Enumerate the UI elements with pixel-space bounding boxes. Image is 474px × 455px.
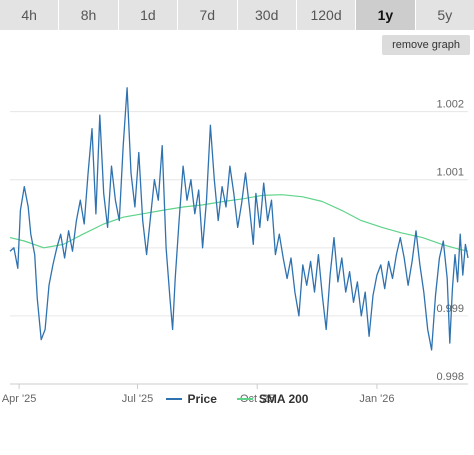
x-tick-label: Oct '25 (240, 393, 275, 405)
tab-4h[interactable]: 4h (0, 0, 60, 30)
x-tick-label: Jul '25 (122, 393, 153, 405)
tab-5y[interactable]: 5y (415, 0, 474, 30)
legend-item-price[interactable]: Price (165, 392, 217, 406)
legend-label-sma: SMA 200 (258, 392, 309, 406)
tab-30d[interactable]: 30d (237, 0, 297, 30)
y-axis-ticks: 0.998 0.999 1.001 1.002 (436, 99, 464, 383)
legend-item-sma[interactable]: SMA 200 (236, 392, 309, 406)
legend-swatch-sma (236, 398, 253, 400)
tab-7d[interactable]: 7d (178, 0, 238, 30)
tab-8h[interactable]: 8h (59, 0, 119, 30)
legend-label-price: Price (187, 392, 217, 406)
legend-swatch-price (165, 398, 182, 400)
x-axis-ticks: Apr '25 Jul '25 Oct '25 Jan '26 (2, 384, 394, 405)
y-tick-label: 1.001 (436, 167, 464, 179)
tab-1d[interactable]: 1d (118, 0, 179, 30)
y-tick-label: 0.999 (436, 303, 464, 315)
tab-1y[interactable]: 1y (356, 0, 416, 30)
remove-graph-button[interactable]: remove graph (382, 35, 470, 55)
grid-lines (10, 111, 468, 385)
x-tick-label: Jan '26 (359, 393, 394, 405)
timeframe-tabs: 4h 8h 1d 7d 30d 120d 1y 5y (0, 0, 474, 30)
tab-120d[interactable]: 120d (296, 0, 357, 30)
sma-200-line (9, 194, 469, 252)
x-tick-label: Apr '25 (2, 393, 37, 405)
y-tick-label: 0.998 (436, 371, 464, 383)
chart-legend: Price SMA 200 (0, 392, 474, 406)
series-lines (9, 87, 469, 351)
y-tick-label: 1.002 (436, 99, 464, 111)
price-line (9, 87, 469, 351)
